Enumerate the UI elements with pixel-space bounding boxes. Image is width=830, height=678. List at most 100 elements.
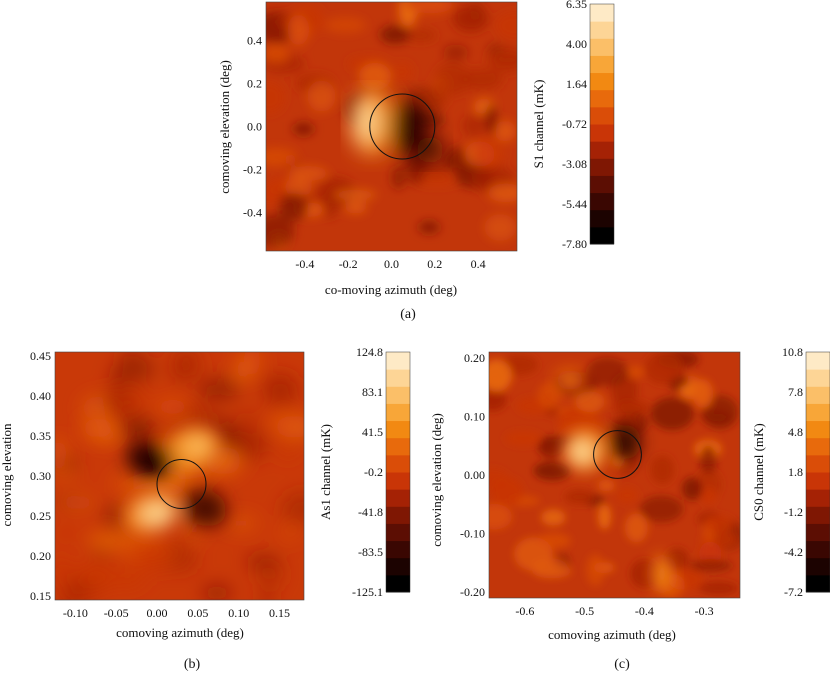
texture-blob bbox=[232, 427, 269, 461]
colorbar-a: 6.35 4.00 1.64 -0.72 -3.08 -5.44 -7.80 bbox=[562, 0, 615, 251]
colorbar-segment bbox=[590, 175, 614, 194]
texture-blob bbox=[405, 29, 437, 42]
texture-blob bbox=[118, 355, 156, 383]
ylabel-b: comoving elevation bbox=[0, 423, 14, 526]
heatmap-a-features bbox=[350, 88, 444, 164]
colorbar-frame bbox=[385, 351, 411, 593]
colorbar-tick-label: -0.72 bbox=[562, 117, 587, 131]
x-tick-label: -0.3 bbox=[695, 604, 714, 618]
x-tick-label: 0.15 bbox=[269, 606, 290, 620]
texture-blob bbox=[64, 457, 77, 473]
colorbar-tick-label: -7.80 bbox=[562, 237, 587, 251]
colorbar-label-c: CS0 channel (mK) bbox=[751, 423, 766, 520]
colorbar-segment bbox=[590, 106, 614, 125]
colorbar-tick-label: -41.8 bbox=[358, 505, 383, 519]
colorbar-segment bbox=[386, 369, 410, 387]
texture-blob bbox=[257, 561, 283, 588]
colorbar-segment bbox=[590, 4, 614, 22]
colorbar-segment bbox=[386, 557, 410, 576]
colorbar-segment bbox=[590, 209, 614, 228]
texture-blob bbox=[391, 62, 413, 82]
heatmap-c bbox=[489, 352, 740, 598]
texture-blob bbox=[284, 177, 313, 197]
texture-blob bbox=[698, 581, 739, 595]
colorbar-tick-label: 4.8 bbox=[788, 425, 803, 439]
texture-blob bbox=[278, 524, 302, 541]
texture-blob bbox=[101, 504, 131, 530]
colorbar-tick-label: -5.44 bbox=[562, 197, 587, 211]
hotspot-c-core bbox=[570, 440, 594, 464]
colorbar-segment bbox=[806, 437, 830, 456]
colorbar-c: 10.8 7.8 4.8 1.8 -1.2 -4.2 -7.2 bbox=[782, 345, 830, 599]
texture-blob bbox=[484, 214, 517, 241]
texture-blob bbox=[462, 114, 485, 138]
lobe-b-cold2 bbox=[183, 489, 227, 527]
texture-blob bbox=[266, 81, 286, 114]
texture-blob bbox=[333, 189, 377, 201]
x-tick-label: -0.05 bbox=[104, 606, 129, 620]
colorbar-segment bbox=[590, 226, 614, 245]
texture-blob bbox=[55, 439, 68, 465]
heatmap-c-features bbox=[556, 370, 672, 592]
colorbar-tick-label: 4.00 bbox=[566, 37, 587, 51]
ylabel-c: comoving elevation (deg) bbox=[429, 413, 444, 547]
texture-blob bbox=[279, 193, 308, 221]
coldspot-a2 bbox=[416, 136, 444, 164]
y-tick-label: -0.20 bbox=[460, 585, 485, 599]
caption-b: (b) bbox=[184, 657, 201, 672]
x-tick-label: 0.00 bbox=[147, 606, 168, 620]
texture-blob bbox=[699, 445, 717, 476]
texture-blob bbox=[598, 504, 611, 530]
y-tick-label: 0.20 bbox=[464, 351, 485, 365]
texture-blob bbox=[288, 166, 329, 181]
texture-blob bbox=[597, 479, 615, 492]
texture-blob bbox=[260, 584, 273, 600]
texture-blob bbox=[58, 585, 90, 600]
beam-circle-b bbox=[156, 459, 207, 509]
colorbar-segment bbox=[590, 89, 614, 108]
colorbar-segment bbox=[590, 21, 614, 39]
texture-blob bbox=[266, 214, 294, 248]
x-tick-label: 0.05 bbox=[187, 606, 208, 620]
texture-blob bbox=[280, 439, 296, 459]
x-tick-label: -0.5 bbox=[575, 604, 594, 618]
texture-blob bbox=[88, 536, 131, 548]
colorbar-segment bbox=[806, 369, 830, 387]
colorbar-segment bbox=[386, 540, 410, 559]
y-tick-label: 0.40 bbox=[30, 389, 51, 403]
texture-blob bbox=[155, 398, 190, 416]
texture-blob bbox=[575, 391, 605, 412]
colorbar-segment bbox=[806, 352, 830, 370]
colorbar-segment bbox=[590, 55, 614, 74]
colorbar-b: 124.8 83.1 41.5 -0.2 -41.8 -83.5 -125.1 bbox=[352, 345, 411, 599]
colorbar-segment bbox=[806, 540, 830, 559]
texture-blob bbox=[486, 44, 517, 74]
texture-blob bbox=[489, 503, 513, 530]
colorbar-tick-label: 83.1 bbox=[362, 385, 383, 399]
colorbar-segment bbox=[590, 72, 614, 91]
texture-blob bbox=[287, 14, 310, 46]
y-tick-label: 0.0 bbox=[247, 120, 262, 134]
texture-blob bbox=[266, 147, 298, 167]
plot-frame-b bbox=[54, 351, 305, 601]
colorbar-frame bbox=[805, 351, 830, 593]
xlabel-c: comoving azimuth (deg) bbox=[548, 627, 676, 642]
colorbar-segment bbox=[386, 506, 410, 524]
texture-blob bbox=[505, 431, 542, 446]
texture-blob bbox=[435, 62, 471, 96]
texture-blob bbox=[484, 104, 498, 135]
texture-blob bbox=[55, 554, 74, 587]
texture-blob bbox=[650, 397, 695, 431]
colorbar-segment bbox=[806, 574, 830, 593]
texture-blob bbox=[541, 509, 566, 526]
texture-blob bbox=[490, 477, 524, 506]
colorbar-segment bbox=[386, 437, 410, 456]
texture-blob bbox=[489, 388, 507, 411]
texture-blob bbox=[474, 135, 506, 169]
colorbar-tick-label: -4.2 bbox=[784, 545, 803, 559]
lobe-b-warm bbox=[82, 418, 114, 438]
warmspot-c-bottom bbox=[652, 556, 672, 592]
texture-blob bbox=[537, 382, 561, 410]
texture-blob bbox=[235, 361, 250, 383]
colorbar-tick-label: -1.2 bbox=[784, 505, 803, 519]
